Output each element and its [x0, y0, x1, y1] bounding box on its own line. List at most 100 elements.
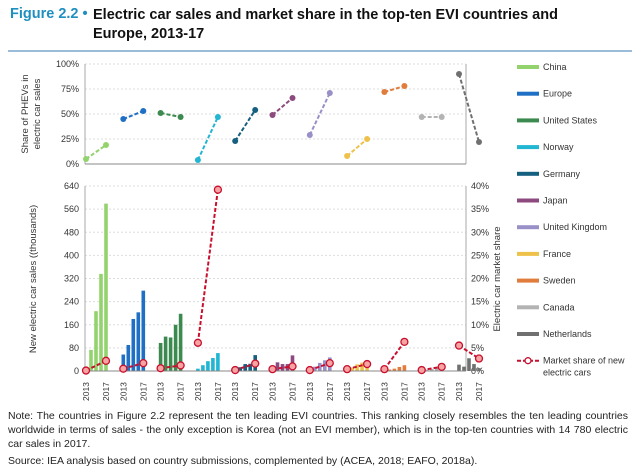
- sales-bar-netherlands: [477, 368, 481, 371]
- market-share-point: [288, 362, 297, 371]
- sales-bar-china: [99, 273, 103, 371]
- chart: 0%25%50%75%100%Share of PHEVs in electric…: [20, 59, 625, 401]
- right-y-tick-label: 5%: [471, 343, 484, 353]
- sales-bar-united-kingdom: [318, 362, 322, 371]
- sales-bar-norway: [206, 361, 210, 371]
- right-y-tick-label: 40%: [471, 181, 489, 191]
- left-y-tick-label: 400: [64, 250, 79, 260]
- x-tick-label: 2017: [101, 382, 111, 401]
- top-y-tick-label: 50%: [61, 109, 79, 119]
- x-tick-label: 2013: [268, 382, 278, 401]
- sales-bar-china: [94, 311, 98, 371]
- legend-label: Japan: [543, 196, 568, 206]
- legend-swatch: [517, 145, 539, 150]
- legend-label: Norway: [543, 142, 574, 152]
- sales-bar-sweden: [402, 365, 407, 371]
- market-share-point: [176, 361, 185, 370]
- sales-bar-europe: [141, 290, 146, 371]
- sales-bar-france: [350, 367, 354, 371]
- phev-point: [252, 107, 259, 113]
- legend-label: Germany: [543, 169, 581, 179]
- legend-label: United Kingdom: [543, 222, 607, 232]
- phev-line-netherlands: [458, 73, 480, 143]
- x-tick-label: 2013: [118, 382, 128, 401]
- phev-point: [177, 114, 184, 120]
- right-y-tick-label: 20%: [471, 274, 489, 284]
- sales-bar-united-states: [158, 342, 163, 371]
- top-y-tick-label: 25%: [61, 134, 79, 144]
- sales-bar-china: [89, 349, 93, 371]
- sales-bar-france: [360, 362, 364, 371]
- right-y-tick-label: 10%: [471, 320, 489, 330]
- x-tick-label: 2013: [81, 382, 91, 401]
- x-tick-label: 2013: [379, 382, 389, 401]
- legend-swatch: [517, 305, 539, 310]
- sales-bar-norway: [201, 365, 205, 371]
- sales-bar-europe: [126, 344, 131, 371]
- sales-bar-norway: [216, 353, 220, 371]
- market-share-point: [454, 341, 464, 350]
- phev-point: [232, 138, 239, 144]
- x-tick-label: 2017: [176, 382, 186, 401]
- left-y-tick-label: 320: [64, 274, 79, 284]
- left-y-axis-title: New electric car sales ((thousands): [28, 205, 39, 353]
- market-share-line: [196, 189, 219, 343]
- right-y-tick-label: 15%: [471, 297, 489, 307]
- legend-swatch: [517, 118, 539, 123]
- market-share-point: [156, 364, 165, 373]
- market-share-point: [251, 359, 260, 368]
- sales-bar-united-states: [178, 313, 183, 371]
- market-share-point: [325, 358, 334, 368]
- left-y-tick-label: 480: [64, 227, 79, 237]
- figure-number: Figure 2.2 •: [10, 6, 88, 22]
- sales-bar-united-states: [163, 336, 168, 371]
- legend-swatch: [517, 65, 539, 69]
- market-share-point: [231, 365, 240, 375]
- phev-point: [157, 110, 164, 116]
- sales-bar-germany: [243, 364, 247, 371]
- left-y-tick-label: 560: [64, 204, 79, 214]
- market-share-point: [474, 354, 484, 363]
- phev-line-china: [85, 144, 107, 160]
- phev-point: [476, 139, 482, 145]
- left-y-tick-label: 0: [74, 366, 79, 376]
- top-y-tick-label: 100%: [56, 59, 79, 69]
- phev-point: [269, 112, 276, 118]
- legend-label: Netherlands: [543, 329, 592, 339]
- top-y-axis-title: Share of PHEVs in: [20, 74, 31, 153]
- phev-line-europe: [122, 110, 144, 120]
- top-y-tick-label: 0%: [66, 159, 79, 169]
- figure-source: Source: IEA analysis based on country su…: [8, 455, 478, 467]
- sales-bar-united-states: [173, 324, 178, 371]
- x-tick-label: 2013: [305, 382, 315, 401]
- phev-point: [344, 153, 351, 159]
- phev-point: [381, 89, 388, 95]
- market-share-point: [305, 365, 314, 375]
- sales-bar-netherlands: [467, 358, 471, 371]
- right-y-tick-label: 35%: [471, 204, 489, 214]
- sales-bar-europe: [121, 354, 126, 371]
- sales-bar-europe: [131, 318, 136, 371]
- legend-swatch: [517, 171, 539, 176]
- legend-swatch: [517, 251, 539, 256]
- market-share-point: [437, 362, 446, 371]
- market-share-point: [380, 364, 389, 374]
- x-tick-label: 2017: [474, 382, 484, 401]
- left-y-tick-label: 640: [64, 181, 79, 191]
- left-y-tick-label: 160: [64, 320, 79, 330]
- x-tick-label: 2017: [437, 382, 447, 401]
- market-share-point: [342, 364, 352, 374]
- x-tick-label: 2013: [454, 382, 464, 401]
- phev-point: [194, 157, 201, 163]
- legend-swatch: [517, 225, 539, 230]
- market-share-point: [362, 359, 372, 369]
- sales-bar-sweden: [397, 366, 402, 371]
- legend-market-share-marker: [524, 357, 532, 365]
- sales-bar-norway: [196, 368, 200, 371]
- left-y-tick-label: 80: [69, 343, 79, 353]
- figure-note: Note: The countries in Figure 2.2 repres…: [8, 410, 628, 450]
- market-share-point: [193, 338, 203, 347]
- phev-line-united-kingdom: [308, 92, 331, 136]
- sales-bar-germany: [238, 367, 242, 371]
- phev-point: [326, 90, 333, 96]
